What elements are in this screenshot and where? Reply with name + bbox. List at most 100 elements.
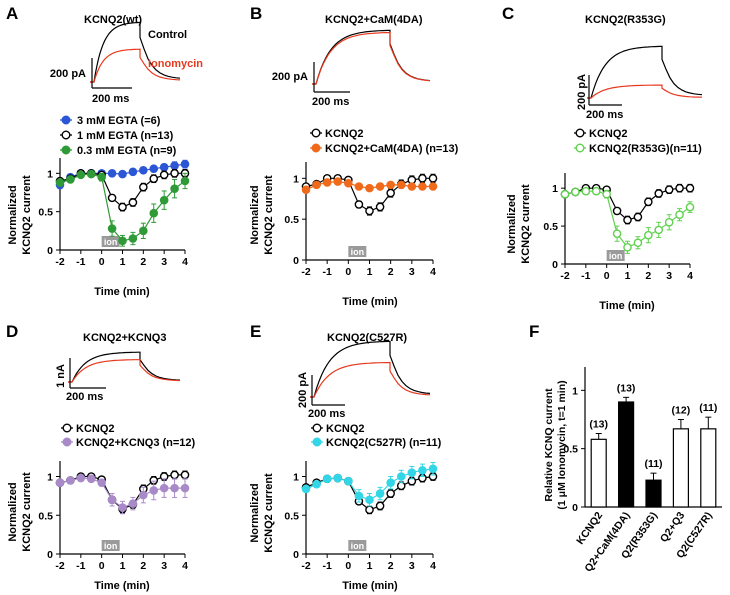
panel-d: D KCNQ2+KCNQ3 1 nA 200 ms KCNQ2 KCNQ2+KC… (6, 322, 196, 592)
x-tick-label: -1 (76, 560, 85, 572)
legend-entry: 3 mM EGTA (=6) (77, 115, 161, 127)
panel-c: C KCNQ2(R353G) 200 pA 200 ms KCNQ2 KCNQ2… (502, 4, 702, 312)
n-label: (13) (589, 419, 608, 431)
data-point (675, 183, 684, 193)
x-tick-label: 1 (120, 256, 126, 268)
legend: KCNQ2 KCNQ2(R353G)(n=11) (574, 128, 702, 155)
data-point (591, 186, 601, 196)
data-point (365, 505, 374, 515)
data-point (365, 495, 374, 505)
data-point (612, 229, 622, 238)
legend: 3 mM EGTA (=6) 1 mM EGTA (n=13) 0.3 mM E… (60, 115, 177, 157)
data-point (644, 230, 653, 240)
y-axis-label-line2: KCNQ2 current (21, 175, 33, 255)
data-point (633, 212, 643, 222)
data-point (159, 170, 169, 180)
data-point (560, 189, 570, 199)
data-point (396, 472, 406, 481)
current-trace (90, 48, 181, 83)
data-point (396, 180, 406, 190)
x-tick-label: 2 (140, 256, 146, 268)
data-point (86, 169, 96, 179)
data-point (623, 215, 632, 225)
data-point (118, 202, 127, 212)
data-point (128, 499, 138, 508)
data-point (170, 483, 179, 493)
x-tick-label: 1 (625, 270, 631, 282)
legend-marker (62, 437, 72, 447)
data-point (149, 164, 159, 174)
y-axis-label-line1: Normalized (7, 482, 19, 541)
data-point (76, 170, 86, 180)
x-tick-label: 0 (345, 266, 351, 278)
current-trace (90, 21, 181, 83)
panel-title: KCNQ2+KCNQ3 (83, 332, 166, 344)
current-trace (68, 359, 181, 383)
data-point (128, 167, 138, 177)
data-point (418, 174, 427, 183)
x-axis-label: Time (min) (94, 286, 150, 298)
x-tick-label: 4 (182, 256, 188, 268)
current-traces (90, 21, 181, 83)
x-tick-label: -1 (76, 256, 85, 268)
current-scale-label: 200 pA (272, 71, 308, 83)
data-point (612, 206, 622, 216)
time-scale-label: 200 ms (308, 408, 345, 420)
x-tick-label: -1 (322, 266, 331, 278)
y-axis-label-line1: Relative KCNQ current (543, 388, 555, 502)
x-tick-label: -2 (55, 256, 64, 268)
data-point (654, 189, 664, 198)
y-tick-label: 1 (293, 173, 299, 185)
legend-entry: KCNQ2(C527R) (n=11) (326, 437, 442, 449)
x-tick-label: 0 (99, 560, 105, 572)
data-point (118, 503, 127, 512)
ionomycin-label: ion (104, 541, 118, 551)
data-point (654, 225, 664, 235)
legend-entry: KCNQ2 (326, 423, 365, 435)
data-point (386, 180, 395, 190)
x-axis-label: Time (min) (94, 580, 150, 592)
x-tick-label: 2 (388, 266, 394, 278)
y-axis-label-line2: KCNQ2 current (263, 473, 275, 553)
x-tick-label: 1 (367, 560, 373, 572)
legend-markers (310, 128, 322, 153)
bar (700, 428, 717, 508)
legend-marker (61, 115, 71, 125)
data-point (602, 189, 611, 199)
data-point (107, 193, 117, 203)
ionomycin-bar (348, 540, 367, 551)
data-point (312, 479, 321, 489)
data-point (375, 501, 385, 511)
n-label: (13) (617, 382, 636, 394)
y-axis-label-line1: Normalized (506, 194, 518, 253)
trace-label-control: Control (148, 29, 187, 41)
legend-markers (311, 423, 323, 447)
data-point (159, 195, 169, 205)
y-tick-label: 0 (47, 549, 53, 561)
data-point (685, 202, 695, 212)
data-point (322, 474, 332, 484)
data-point (664, 185, 674, 194)
legend-marker (311, 143, 321, 153)
y-tick-label: 0 (293, 255, 299, 267)
x-tick-label: 4 (430, 560, 436, 572)
legend-marker (61, 130, 71, 140)
ionomycin-label: ion (609, 251, 623, 261)
data-point (55, 478, 65, 488)
legend-marker (312, 437, 322, 447)
time-scale-label: 200 ms (586, 109, 623, 121)
x-tick-label: 4 (687, 270, 693, 282)
y-tick-label: 0 (47, 245, 53, 257)
y-tick-label: 1 (552, 183, 558, 195)
x-tick-label: -2 (301, 266, 310, 278)
y-axis-label-line1: Normalized (249, 483, 261, 542)
n-label: (12) (672, 405, 691, 417)
current-scale-label: 200 pA (50, 68, 86, 80)
bar (645, 479, 662, 508)
panel-a: A KCNQ2(wt) Control Ionomycin 200 pA 200… (6, 4, 203, 298)
data-point (344, 178, 353, 188)
ionomycin-bar (101, 540, 120, 551)
time-scale-label: 200 ms (92, 93, 129, 105)
y-tick-label: 0.5 (543, 221, 558, 233)
